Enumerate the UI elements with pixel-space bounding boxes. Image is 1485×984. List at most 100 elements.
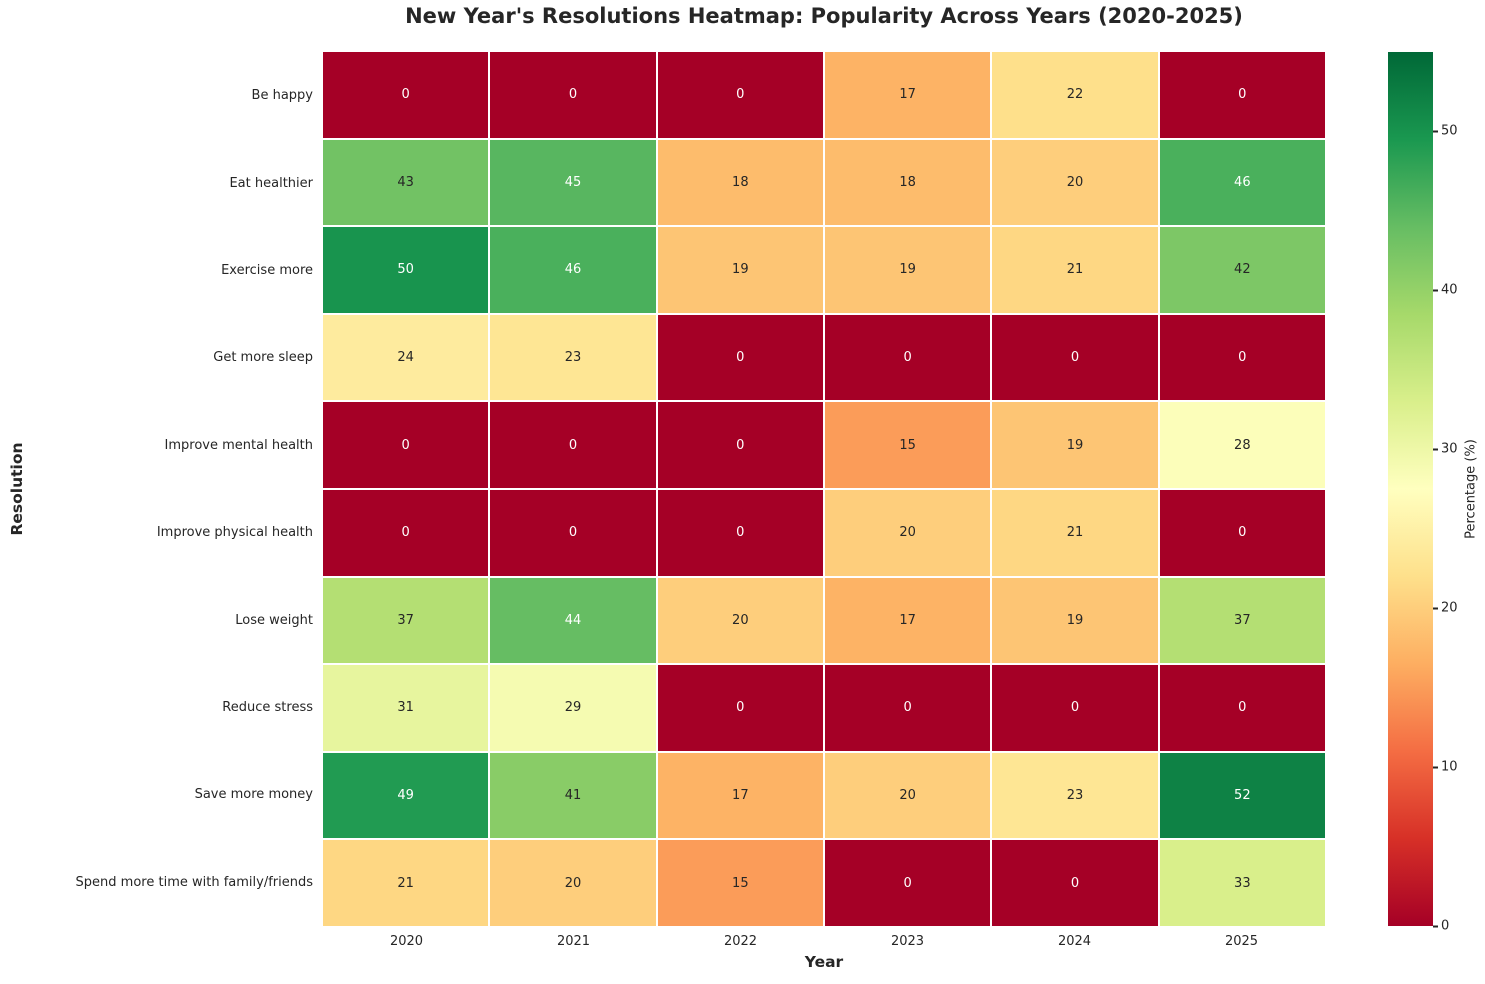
cell-value: 0: [903, 350, 912, 366]
heatmap-cell: 37: [323, 577, 489, 664]
cell-value: 21: [1066, 262, 1084, 278]
cell-value: 0: [401, 525, 410, 541]
cell-value: 0: [568, 437, 578, 453]
heatmap-cell: 24: [323, 314, 489, 401]
colorbar-tick-mark: [1433, 448, 1438, 451]
colorbar-tick-mark: [1433, 289, 1438, 292]
cell-value: 19: [899, 262, 916, 278]
heatmap-cell: 0: [1159, 489, 1325, 576]
cell-value: 17: [899, 612, 916, 628]
heatmap-cell: 46: [490, 227, 656, 313]
heatmap-cell: 42: [1159, 227, 1325, 313]
heatmap-cell: 0: [1159, 314, 1325, 401]
heatmap-cell: 0: [992, 665, 1158, 751]
cell-value: 50: [397, 262, 414, 278]
heatmap-cell: 0: [490, 52, 656, 138]
colorbar-tick-label: 30: [1441, 441, 1458, 457]
heatmap-cell: 23: [490, 314, 656, 401]
heatmap-cell: 45: [490, 139, 656, 226]
cell-value: 52: [1234, 788, 1251, 804]
heatmap-cell: 20: [992, 139, 1158, 226]
x-axis-label: Year: [804, 953, 844, 971]
heatmap-cell: 44: [490, 577, 656, 664]
colorbar-tick-mark: [1433, 607, 1438, 610]
column-label: 2023: [890, 934, 925, 949]
cell-value: 0: [401, 437, 410, 453]
heatmap-cell: 0: [490, 402, 656, 488]
cell-value: 42: [1234, 262, 1251, 278]
column-label: 2025: [1224, 934, 1259, 949]
heatmap-cell: 15: [824, 402, 991, 488]
colorbar-tick-label: 0: [1441, 918, 1450, 934]
row-label: Get more sleep: [213, 350, 313, 366]
colorbar-tick-mark: [1433, 925, 1438, 927]
heatmap-cell: 37: [1159, 577, 1325, 664]
heatmap-cell: 20: [824, 489, 991, 576]
heatmap-cell: 50: [323, 227, 489, 313]
cell-value: 46: [1234, 174, 1251, 190]
colorbar-label: Percentage (%): [1463, 439, 1479, 539]
cell-value: 21: [1066, 525, 1084, 541]
heatmap-cell: 19: [992, 577, 1158, 664]
row-label: Reduce stress: [222, 700, 313, 716]
column-label: 2024: [1057, 934, 1092, 949]
cell-value: 33: [1234, 875, 1251, 891]
chart-title: New Year's Resolutions Heatmap: Populari…: [405, 4, 1243, 28]
colorbar-tick-mark: [1433, 130, 1438, 133]
colorbar: 0 10 20 30 40 50: [1388, 52, 1458, 934]
cell-value: 0: [1070, 350, 1080, 366]
cell-value: 19: [732, 262, 749, 278]
heatmap-cell: 19: [992, 402, 1158, 488]
row-label: Be happy: [251, 88, 313, 104]
cell-value: 0: [736, 437, 745, 453]
cell-value: 20: [564, 875, 582, 891]
heatmap-cell: 31: [323, 665, 489, 751]
heatmap-cell: 20: [657, 577, 823, 664]
cell-value: 20: [732, 612, 749, 628]
heatmap-cell: 18: [824, 139, 991, 226]
cell-value: 0: [736, 525, 745, 541]
heatmap-cell: 52: [1159, 752, 1325, 839]
heatmap-cell: 19: [824, 227, 991, 313]
colorbar-tick: 10: [1433, 760, 1458, 775]
heatmap-cell: 0: [824, 314, 991, 401]
cell-value: 19: [1066, 612, 1084, 628]
cell-value: 20: [899, 788, 916, 804]
heatmap-cell: 0: [323, 489, 489, 576]
column-labels: 2020 2021 2022 2023 2024 2025: [323, 926, 1325, 952]
cell-value: 31: [397, 700, 414, 716]
cell-value: 41: [564, 788, 582, 804]
cell-value: 17: [732, 788, 749, 804]
colorbar-tick: 0: [1433, 919, 1449, 934]
cell-value: 21: [397, 875, 414, 891]
cell-value: 0: [1238, 525, 1247, 541]
cell-value: 37: [1234, 612, 1251, 628]
cell-value: 0: [1070, 875, 1080, 891]
cell-value: 17: [899, 87, 916, 103]
heatmap-cell: 17: [657, 752, 823, 839]
heatmap-cell: 0: [657, 665, 823, 751]
heatmap-cell: 0: [657, 314, 823, 401]
heatmap-cell: 15: [657, 840, 823, 926]
colorbar-tick: 50: [1433, 124, 1458, 139]
heatmap-cell: 29: [490, 665, 656, 751]
cell-value: 0: [1238, 350, 1247, 366]
heatmap-cell: 0: [1159, 665, 1325, 751]
cell-value: 15: [732, 875, 749, 891]
heatmap-cell: 21: [992, 227, 1158, 313]
cell-value: 0: [736, 87, 745, 103]
cell-value: 18: [899, 174, 916, 190]
colorbar-tick-label: 10: [1441, 759, 1458, 775]
heatmap-grid: 0 0 0 17 22 0 43 45 18 18 20 46 50 46 19 19 21 42 24 23 0 0 0 0…: [323, 52, 1325, 926]
colorbar-tick-label: 50: [1441, 123, 1458, 139]
cell-value: 0: [1238, 700, 1247, 716]
heatmap-cell: 23: [992, 752, 1158, 839]
heatmap-cell: 28: [1159, 402, 1325, 488]
cell-value: 49: [397, 788, 414, 804]
cell-value: 0: [568, 87, 578, 103]
colorbar-tick-label: 40: [1441, 282, 1458, 298]
cell-value: 44: [564, 612, 582, 628]
heatmap-cell: 0: [657, 489, 823, 576]
row-label: Eat healthier: [229, 175, 313, 191]
cell-value: 19: [1066, 437, 1084, 453]
